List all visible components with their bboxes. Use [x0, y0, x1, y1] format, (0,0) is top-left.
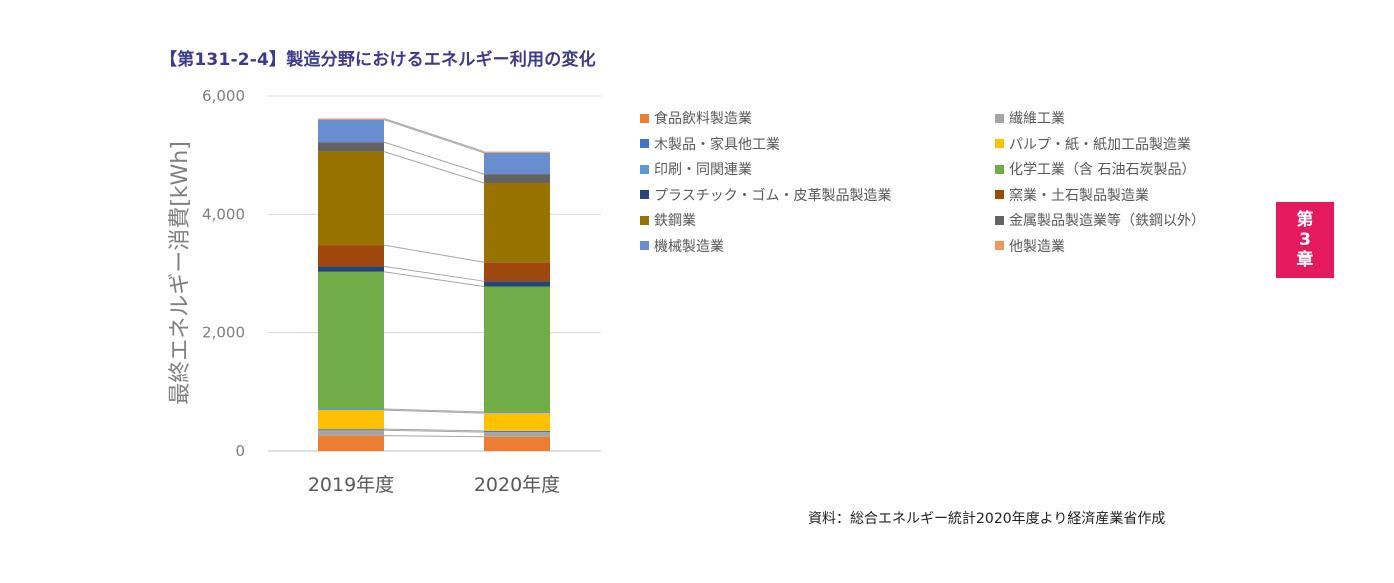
legend-label: 他製造業 — [1009, 238, 1065, 255]
y-axis-title: 最終エネルギー消費[kWh] — [168, 141, 193, 405]
legend-item: 化学工業（含 石油石炭製品） — [995, 159, 1195, 179]
legend-swatch — [640, 215, 649, 225]
bar-segment — [318, 245, 384, 267]
legend-item: 窯業・土石製品製造業 — [995, 185, 1149, 205]
legend-item: 金属製品製造業等（鉄鋼以外） — [995, 210, 1205, 230]
series-connector-line — [383, 244, 485, 263]
legend-swatch — [995, 241, 1004, 250]
series-connector-line — [383, 141, 485, 175]
chapter-tab-line2: 3 — [1299, 230, 1311, 250]
bar-segment — [484, 413, 550, 431]
series-connector-line — [383, 408, 485, 413]
y-tick-label: 6,000 — [202, 87, 245, 105]
bar-segment — [318, 435, 384, 451]
series-connector-line — [383, 429, 485, 433]
legend-swatch — [995, 164, 1004, 174]
bar-segment — [484, 151, 550, 153]
figure-title: 【第131-2-4】製造分野におけるエネルギー利用の変化 — [160, 50, 596, 70]
legend-label: 食品飲料製造業 — [654, 111, 752, 127]
legend-item: 鉄鋼業 — [640, 210, 696, 230]
legend-label: 鉄鋼業 — [654, 213, 696, 229]
y-tick-label: 0 — [235, 442, 245, 460]
bar-segment — [318, 266, 384, 272]
bar-segment — [318, 408, 384, 411]
bar-segment — [484, 182, 550, 263]
bar-segment — [484, 152, 550, 175]
series-connector-line — [383, 119, 485, 154]
bar-segment — [484, 436, 550, 451]
bar-segment — [318, 151, 384, 246]
source-note: 資料：総合エネルギー統計2020年度より経済産業省作成 — [808, 511, 1166, 527]
legend-swatch — [640, 113, 649, 123]
bar-segment — [484, 262, 550, 282]
legend-label: プラスチック・ゴム・皮革製品製造業 — [654, 187, 892, 204]
legend-swatch — [995, 113, 1004, 123]
bar-segment — [484, 286, 550, 412]
bar-segment — [318, 271, 384, 409]
bar-segment — [484, 430, 550, 433]
legend-label: 機械製造業 — [654, 238, 724, 255]
legend-item: プラスチック・ゴム・皮革製品製造業 — [640, 185, 891, 205]
legend-swatch — [995, 215, 1004, 225]
bar-segment — [318, 410, 384, 430]
bar-segment — [318, 119, 384, 143]
chapter-tab-line3: 章 — [1296, 250, 1314, 270]
bar-segment — [318, 429, 384, 431]
x-tick-label: 2019年度 — [308, 474, 394, 496]
y-tick-label: 4,000 — [202, 205, 245, 223]
legend-label: 窯業・土石製品製造業 — [1009, 187, 1149, 204]
legend-item: パルプ・紙・紙加工品製造業 — [995, 134, 1191, 154]
x-tick-label: 2020年度 — [474, 474, 560, 496]
series-connector-line — [383, 428, 485, 432]
legend-swatch — [640, 190, 649, 199]
bar-segment — [484, 174, 550, 183]
legend-item: 機械製造業 — [640, 236, 724, 256]
bar-segment — [318, 430, 384, 436]
bar-segment — [318, 118, 384, 120]
series-connector-line — [383, 265, 485, 282]
legend-item: 食品飲料製造業 — [640, 108, 752, 128]
legend-item: 木製品・家具他工業 — [640, 134, 780, 154]
legend-swatch — [640, 164, 649, 174]
bar-segment — [484, 432, 550, 437]
legend-swatch — [640, 241, 649, 250]
bar-segment — [484, 411, 550, 414]
bar-segment — [484, 281, 550, 287]
legend-label: 印刷・同関連業 — [654, 162, 752, 178]
chapter-tab-line1: 第 — [1296, 210, 1314, 230]
series-connector-line — [383, 118, 485, 153]
legend-swatch — [995, 190, 1004, 199]
series-connector-line — [383, 151, 485, 184]
legend-item: 印刷・同関連業 — [640, 159, 752, 179]
stacked-bar-chart: 0 2,000 4,000 6,000 最終エネルギー消費[kWh] 2019年度 2020… — [168, 87, 601, 496]
y-tick-label: 2,000 — [202, 324, 245, 342]
legend-item: 他製造業 — [995, 236, 1065, 256]
legend-swatch — [995, 139, 1004, 148]
legend-swatch — [640, 139, 649, 148]
legend-label: パルプ・紙・紙加工品製造業 — [1009, 136, 1191, 153]
legend-label: 木製品・家具他工業 — [654, 136, 780, 153]
legend-label: 化学工業（含 石油石炭製品） — [1009, 162, 1196, 178]
series-connector-line — [383, 409, 485, 414]
legend-label: 繊維工業 — [1009, 111, 1065, 127]
series-connector-line — [383, 435, 485, 438]
legend-label: 金属製品製造業等（鉄鋼以外） — [1009, 213, 1205, 229]
chapter-tab[interactable]: 第 3 章 — [1276, 202, 1334, 278]
bar-segment — [318, 142, 384, 152]
series-connector-line — [383, 271, 485, 288]
legend-item: 繊維工業 — [995, 108, 1065, 128]
